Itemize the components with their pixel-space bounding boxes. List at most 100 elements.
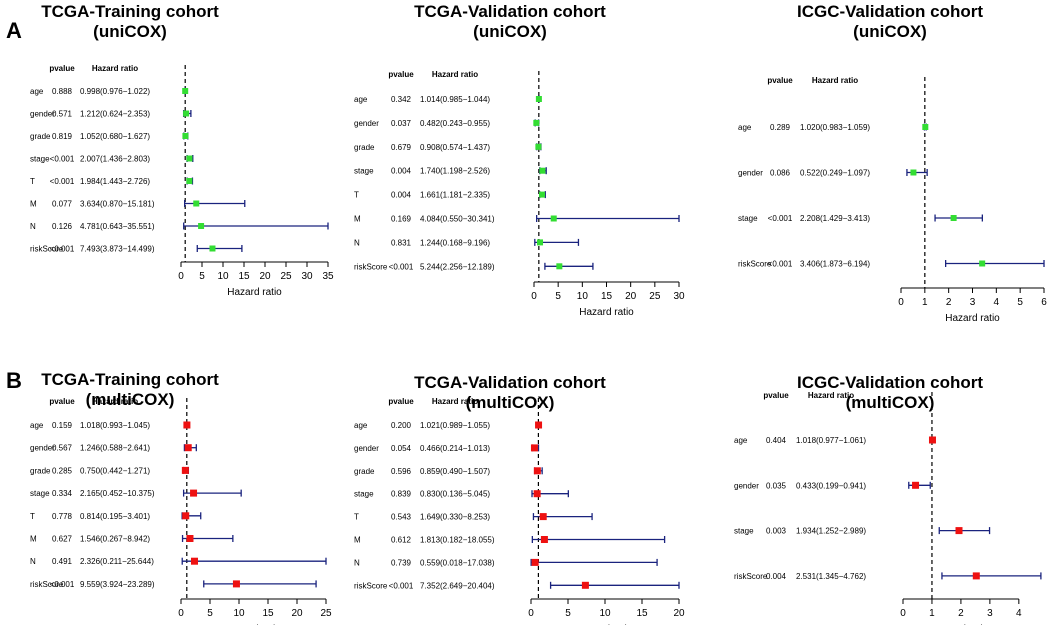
hazard-ratio-marker	[922, 124, 929, 130]
row-pvalue: <0.001	[50, 580, 75, 589]
x-tick-label: 0	[900, 608, 906, 619]
hazard-ratio-marker	[186, 178, 193, 184]
row-hr-text: 3.406(1.873−6.194)	[800, 260, 870, 269]
hazard-ratio-marker	[182, 133, 189, 139]
forest-panel-tcga-training-unicox: TCGA-Training cohort(uniCOX) pvalue Hazard…	[30, 2, 334, 298]
row-pvalue: 0.404	[766, 436, 787, 445]
row-pvalue: 0.169	[391, 215, 412, 224]
row-hr-text: 1.934(1.252−2.989)	[796, 527, 866, 536]
hazard-ratio-marker	[539, 167, 546, 174]
chart-title: TCGA-Training cohort	[41, 370, 219, 389]
chart-subtitle: (uniCOX)	[93, 22, 167, 41]
x-tick-label: 25	[320, 608, 332, 619]
row-hr-text: 0.859(0.490−1.507)	[420, 467, 490, 476]
hazard-ratio-marker	[535, 143, 542, 150]
row-hr-text: 0.466(0.214−1.013)	[420, 444, 490, 453]
x-tick-label: 2	[946, 297, 952, 308]
x-tick-label: 4	[1016, 608, 1022, 619]
panel-letter-a: A	[6, 18, 22, 43]
row-pvalue: 0.612	[391, 536, 412, 545]
hazard-ratio-marker	[539, 513, 547, 521]
row-pvalue: 0.596	[391, 467, 412, 476]
row-pvalue: 0.571	[52, 110, 73, 119]
hazard-ratio-marker	[535, 96, 542, 102]
row-hr-text: 1.813(0.182−18.055)	[420, 536, 495, 545]
row-hr-text: 2.165(0.452−10.375)	[80, 489, 155, 498]
row-label: riskScore	[738, 260, 772, 269]
row-hr-text: 0.830(0.136−5.045)	[420, 490, 490, 499]
row-pvalue: 0.004	[766, 572, 787, 581]
row-hr-text: 4.781(0.643−35.551)	[80, 222, 155, 231]
x-tick-label: 5	[199, 271, 205, 282]
x-tick-label: 25	[280, 271, 292, 282]
hazard-ratio-marker	[531, 558, 539, 566]
row-label: T	[30, 512, 35, 521]
row-pvalue: <0.001	[50, 245, 75, 254]
row-label: stage	[354, 490, 374, 499]
row-hr-text: 1.649(0.330−8.253)	[420, 513, 490, 522]
x-tick-label: 20	[673, 608, 685, 619]
row-hr-text: 2.326(0.211−25.644)	[80, 557, 154, 566]
x-tick-label: 35	[322, 271, 334, 282]
hazard-ratio-marker	[190, 489, 198, 497]
row-pvalue: 0.004	[391, 167, 412, 176]
x-tick-label: 1	[922, 297, 928, 308]
x-axis-label: Hazard ratio	[945, 313, 1000, 324]
x-tick-label: 10	[599, 608, 611, 619]
row-hr-text: 1.014(0.985−1.044)	[420, 95, 490, 104]
hazard-ratio-marker	[183, 110, 190, 117]
hazard-ratio-marker	[955, 527, 963, 535]
x-tick-label: 30	[673, 291, 685, 302]
x-tick-label: 5	[1017, 297, 1023, 308]
row-label: riskScore	[30, 580, 64, 589]
x-tick-label: 5	[565, 608, 571, 619]
row-pvalue: 0.567	[52, 444, 73, 453]
pvalue-header: pvalue	[763, 391, 789, 400]
hazard-ratio-header: Hazard ratio	[812, 76, 858, 85]
x-tick-label: 10	[217, 271, 229, 282]
row-label: N	[30, 557, 36, 566]
hazard-ratio-header: Hazard ratio	[432, 70, 478, 79]
row-label: grade	[354, 143, 375, 152]
hazard-ratio-marker	[190, 557, 198, 565]
hazard-ratio-marker	[186, 155, 193, 162]
row-label: age	[354, 421, 368, 430]
row-label: riskScore	[354, 262, 388, 271]
hazard-ratio-header: Hazard ratio	[808, 391, 854, 400]
row-pvalue: 0.342	[391, 95, 412, 104]
x-tick-label: 25	[649, 291, 661, 302]
row-label: gender	[738, 169, 763, 178]
x-tick-label: 0	[528, 608, 534, 619]
row-label: age	[734, 436, 748, 445]
row-pvalue: <0.001	[768, 260, 793, 269]
row-pvalue: 0.289	[770, 123, 791, 132]
row-label: stage	[354, 167, 374, 176]
hazard-ratio-marker	[186, 535, 194, 542]
hazard-ratio-marker	[979, 260, 986, 267]
forest-panel-tcga-validation-multicox: TCGA-Validation cohort(multiCOX) pvalue Ha…	[354, 373, 685, 625]
row-pvalue: 0.831	[391, 238, 412, 247]
row-label: T	[354, 513, 359, 522]
row-label: M	[354, 536, 361, 545]
row-label: stage	[30, 489, 50, 498]
x-tick-label: 6	[1041, 297, 1047, 308]
row-hr-text: 1.244(0.168−9.196)	[420, 238, 490, 247]
x-tick-label: 15	[262, 608, 274, 619]
forest-panel-tcga-validation-unicox: TCGA-Validation cohort(uniCOX) pvalue Haza…	[354, 2, 685, 318]
hazard-ratio-marker	[550, 215, 557, 222]
hazard-ratio-marker	[581, 581, 589, 589]
row-pvalue: 0.004	[391, 191, 412, 200]
row-label: gender	[354, 119, 379, 128]
row-pvalue: 0.543	[391, 513, 412, 522]
x-tick-label: 20	[291, 608, 303, 619]
chart-subtitle: (multiCOX)	[846, 393, 935, 412]
hazard-ratio-marker	[533, 119, 540, 126]
row-label: age	[354, 95, 368, 104]
row-pvalue: <0.001	[768, 214, 793, 223]
row-hr-text: 1.740(1.198−2.526)	[420, 167, 490, 176]
hazard-ratio-marker	[537, 239, 544, 246]
row-label: T	[30, 177, 35, 186]
row-pvalue: 0.003	[766, 527, 787, 536]
row-label: gender	[30, 110, 55, 119]
row-label: riskScore	[734, 572, 768, 581]
